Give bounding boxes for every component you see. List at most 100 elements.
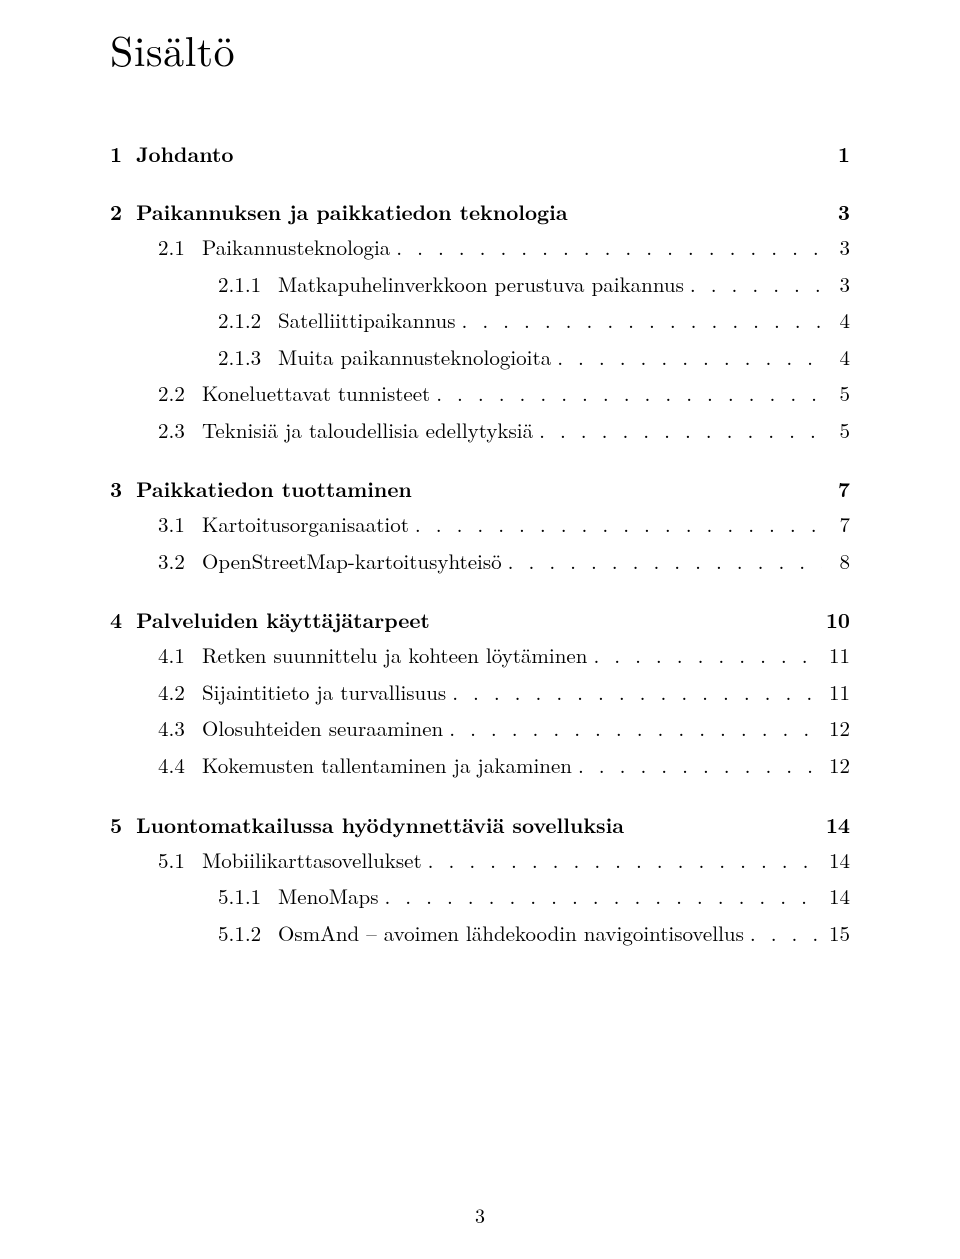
toc-page-number: 7 [822, 508, 850, 541]
page-title: Sisältö [110, 20, 850, 79]
toc-entry-number: 2.1.1 [218, 268, 278, 301]
toc-leader-dots [446, 676, 822, 709]
toc-entry-text: Satelliittipaikannus [278, 304, 456, 337]
toc-leader-dots [502, 545, 822, 578]
toc-entry-number: 2.3 [158, 414, 202, 447]
toc-entry-number: 2.2 [158, 377, 202, 410]
toc-section: 2 Paikannuksen ja paikkatiedon teknologia… [110, 197, 850, 227]
toc-entry-number: 5.1 [158, 844, 202, 877]
toc-subsection: 4.4Kokemusten tallentaminen ja jakaminen… [110, 749, 850, 782]
toc-page-number: 3 [838, 197, 850, 227]
toc-leader-dots [443, 712, 822, 745]
toc-leader-dots [684, 268, 822, 301]
toc-section-text: Paikkatiedon tuottaminen [136, 474, 412, 504]
toc-subsubsection: 2.1.3Muita paikannusteknologioita 4 [110, 341, 850, 374]
toc-entry-number: 4.2 [158, 676, 202, 709]
toc-page-number: 15 [822, 917, 850, 950]
toc-section-text: Paikannuksen ja paikkatiedon teknologia [136, 197, 568, 227]
toc-leader-dots [456, 304, 822, 337]
toc-page-number: 12 [822, 712, 850, 745]
toc-page-number: 10 [826, 605, 850, 635]
toc-section: 4 Palveluiden käyttäjätarpeet 10 [110, 605, 850, 635]
toc-section-number: 4 [110, 605, 122, 635]
toc-entry-number: 3.2 [158, 545, 202, 578]
toc-section: 5 Luontomatkailussa hyödynnettäviä sovell… [110, 810, 850, 840]
table-of-contents: 1Johdanto12Paikannuksen ja paikkatiedon … [110, 139, 850, 949]
toc-entry-number: 2.1 [158, 231, 202, 264]
toc-entry-number: 2.1.3 [218, 341, 278, 374]
toc-page-number: 5 [822, 377, 850, 410]
toc-entry-text: Kokemusten tallentaminen ja jakaminen [202, 749, 572, 782]
toc-page-number: 4 [822, 341, 850, 374]
toc-section-number: 3 [110, 474, 122, 504]
toc-section-label: 5 Luontomatkailussa hyödynnettäviä sovell… [110, 810, 624, 840]
toc-entry-number: 4.3 [158, 712, 202, 745]
toc-leader-dots [572, 749, 822, 782]
toc-subsection: 5.1Mobiilikarttasovellukset14 [110, 844, 850, 877]
toc-leader-dots [390, 231, 822, 264]
toc-section-number: 1 [110, 139, 122, 169]
toc-page-number: 14 [826, 810, 850, 840]
toc-entry-number: 5.1.2 [218, 917, 278, 950]
toc-subsubsection: 2.1.1Matkapuhelinverkkoon perustuva paik… [110, 268, 850, 301]
toc-section-text: Luontomatkailussa hyödynnettäviä sovellu… [136, 810, 624, 840]
toc-page-number: 7 [838, 474, 850, 504]
toc-entry-text: Olosuhteiden seuraaminen [202, 712, 443, 745]
toc-subsection: 3.1Kartoitusorganisaatiot 7 [110, 508, 850, 541]
toc-entry-text: Sijaintitieto ja turvallisuus [202, 676, 446, 709]
toc-leader-dots [409, 508, 822, 541]
toc-entry-text: Retken suunnittelu ja kohteen löytäminen [202, 639, 587, 672]
toc-subsubsection: 5.1.2OsmAnd – avoimen lähdekoodin navigo… [110, 917, 850, 950]
toc-entry-number: 5.1.1 [218, 880, 278, 913]
toc-entry-text: OpenStreetMap-kartoitusyhteisö [202, 545, 502, 578]
toc-entry-text: Paikannusteknologia [202, 231, 390, 264]
toc-section: 1 Johdanto 1 [110, 139, 850, 169]
toc-leader-dots [422, 844, 822, 877]
toc-leader-dots [430, 377, 822, 410]
toc-entry-text: OsmAnd – avoimen lähdekoodin navigointis… [278, 917, 744, 950]
toc-page-number: 3 [822, 231, 850, 264]
toc-subsubsection: 5.1.1MenoMaps 14 [110, 880, 850, 913]
toc-entry-number: 4.4 [158, 749, 202, 782]
toc-leader-dots [744, 917, 822, 950]
toc-entry-text: MenoMaps [278, 880, 378, 913]
toc-section-label: 3 Paikkatiedon tuottaminen [110, 474, 412, 504]
toc-leader-dots [551, 341, 822, 374]
toc-subsubsection: 2.1.2Satelliittipaikannus 4 [110, 304, 850, 337]
toc-subsection: 4.3Olosuhteiden seuraaminen 12 [110, 712, 850, 745]
toc-subsection: 2.2Koneluettavat tunnisteet 5 [110, 377, 850, 410]
toc-entry-text: Kartoitusorganisaatiot [202, 508, 409, 541]
toc-entry-text: Koneluettavat tunnisteet [202, 377, 430, 410]
page: Sisältö 1Johdanto12Paikannuksen ja paikk… [0, 0, 960, 1259]
toc-page-number: 8 [822, 545, 850, 578]
toc-entry-text: Matkapuhelinverkkoon perustuva paikannus [278, 268, 684, 301]
toc-page-number: 11 [822, 639, 850, 672]
toc-section-number: 2 [110, 197, 122, 227]
toc-subsection: 2.3Teknisiä ja taloudellisia edellytyksi… [110, 414, 850, 447]
toc-leader-dots [587, 639, 822, 672]
toc-page-number: 5 [822, 414, 850, 447]
toc-subsection: 4.1Retken suunnittelu ja kohteen löytämi… [110, 639, 850, 672]
toc-subsection: 2.1Paikannusteknologia 3 [110, 231, 850, 264]
toc-entry-number: 4.1 [158, 639, 202, 672]
toc-section: 3 Paikkatiedon tuottaminen 7 [110, 474, 850, 504]
toc-subsection: 3.2OpenStreetMap-kartoitusyhteisö 8 [110, 545, 850, 578]
toc-subsection: 4.2Sijaintitieto ja turvallisuus 11 [110, 676, 850, 709]
toc-page-number: 14 [822, 880, 850, 913]
toc-page-number: 12 [822, 749, 850, 782]
toc-page-number: 1 [838, 139, 850, 169]
toc-section-label: 1 Johdanto [110, 139, 233, 169]
toc-section-number: 5 [110, 810, 122, 840]
toc-entry-text: Mobiilikarttasovellukset [202, 844, 422, 877]
toc-page-number: 11 [822, 676, 850, 709]
toc-entry-text: Muita paikannusteknologioita [278, 341, 551, 374]
toc-entry-number: 2.1.2 [218, 304, 278, 337]
toc-section-label: 4 Palveluiden käyttäjätarpeet [110, 605, 430, 635]
toc-section-text: Palveluiden käyttäjätarpeet [136, 605, 430, 635]
toc-entry-text: Teknisiä ja taloudellisia edellytyksiä [202, 414, 533, 447]
toc-page-number: 3 [822, 268, 850, 301]
toc-section-text: Johdanto [136, 139, 233, 169]
toc-page-number: 4 [822, 304, 850, 337]
page-number: 3 [0, 1200, 960, 1229]
toc-entry-number: 3.1 [158, 508, 202, 541]
